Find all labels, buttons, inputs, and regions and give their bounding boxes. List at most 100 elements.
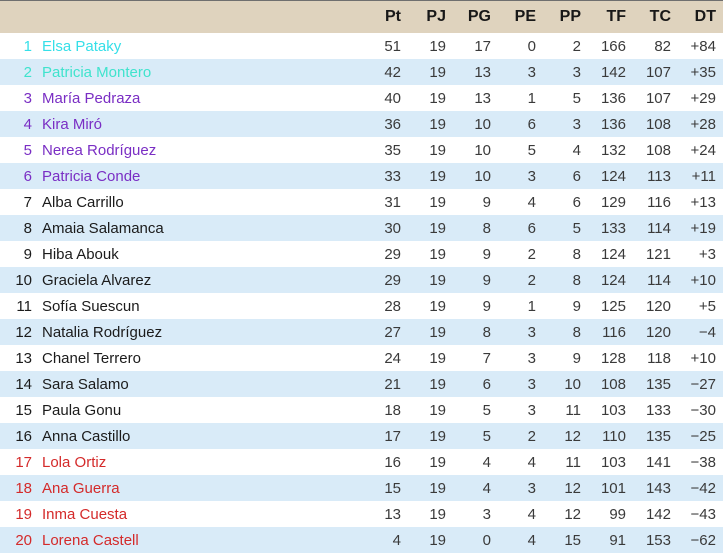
player-name: Graciela Alvarez [42,271,152,289]
stat-pp: 3 [572,115,581,133]
stat-pt: 4 [392,531,401,549]
stat-pe: 3 [527,323,536,341]
stat-pe: 3 [527,349,536,367]
stat-pj: 19 [429,141,446,159]
stat-tc: 135 [645,375,671,393]
rank-number: 16 [15,427,32,445]
stat-pp: 10 [564,375,581,393]
player-name: Chanel Terrero [42,349,141,367]
table-row: 17 Lola Ortiz 16 19 4 4 11 103 141 −38 [0,449,723,475]
player-name: Ana Guerra [42,479,120,497]
stat-dt: +11 [691,167,716,185]
player-name: Elsa Pataky [42,37,122,55]
stat-pt: 29 [384,271,401,289]
table-row: 1 Elsa Pataky 51 19 17 0 2 166 82 +84 [0,33,723,59]
stat-pp: 11 [565,453,581,471]
table-row: 8 Amaia Salamanca 30 19 8 6 5 133 114 +19 [0,215,723,241]
stat-tc: 120 [645,323,671,341]
stat-pt: 27 [384,323,401,341]
rank-number: 18 [15,479,32,497]
stat-pp: 3 [572,63,581,81]
stat-pt: 30 [384,219,401,237]
stat-pt: 21 [384,375,401,393]
stat-tf: 103 [600,401,626,419]
stat-pg: 10 [474,167,491,185]
player-name: Kira Miró [42,115,103,133]
stat-pg: 4 [482,479,491,497]
stat-pp: 2 [572,37,581,55]
table-header: Pt PJ PG PE PP TF TC DT [0,0,723,33]
stat-pg: 5 [482,427,491,445]
stat-pt: 24 [384,349,401,367]
stat-pg: 9 [482,245,491,263]
stat-tc: 121 [645,245,671,263]
stat-pe: 0 [527,37,536,55]
stat-pe: 2 [527,427,536,445]
stat-pj: 19 [429,505,446,523]
stat-tc: 141 [645,453,671,471]
table-row: 10 Graciela Alvarez 29 19 9 2 8 124 114 +10 [0,267,723,293]
stat-pt: 42 [384,63,401,81]
stat-pj: 19 [429,63,446,81]
stat-pt: 17 [384,427,401,445]
column-header-dt: DT [694,8,716,25]
stat-pg: 9 [482,193,491,211]
stat-tf: 129 [600,193,626,211]
stat-pp: 12 [564,427,581,445]
stat-tc: 133 [645,401,671,419]
stat-dt: +13 [690,193,716,211]
stat-pe: 6 [527,115,536,133]
stat-pe: 3 [527,167,536,185]
stat-dt: +24 [690,141,716,159]
stat-pg: 4 [482,453,491,471]
stat-pt: 33 [384,167,401,185]
stat-pp: 15 [564,531,581,549]
stat-pe: 2 [527,245,536,263]
table-row: 4 Kira Miró 36 19 10 6 3 136 108 +28 [0,111,723,137]
stat-pp: 9 [572,349,581,367]
stat-tf: 99 [609,505,626,523]
player-name: Lorena Castell [42,531,139,549]
stat-pg: 7 [482,349,491,367]
stat-pg: 9 [482,271,491,289]
stat-dt: +35 [690,63,716,81]
rank-number: 3 [23,89,32,107]
stat-pj: 19 [429,453,446,471]
rank-number: 9 [23,245,32,263]
stat-pt: 51 [384,37,401,55]
stat-pg: 8 [482,323,491,341]
table-row: 11 Sofía Suescun 28 19 9 1 9 125 120 +5 [0,293,723,319]
stat-tf: 110 [602,427,626,445]
stat-pj: 19 [429,427,446,445]
player-name: Paula Gonu [42,401,122,419]
table-row: 2 Patricia Montero 42 19 13 3 3 142 107 +35 [0,59,723,85]
stat-pp: 6 [572,167,581,185]
player-name: Alba Carrillo [42,193,124,211]
stat-pg: 8 [482,219,491,237]
stat-tf: 136 [600,115,626,133]
table-row: 3 María Pedraza 40 19 13 1 5 136 107 +29 [0,85,723,111]
stat-tc: 118 [647,349,671,367]
stat-pg: 17 [474,37,491,55]
stat-pj: 19 [429,219,446,237]
rank-number: 10 [15,271,32,289]
player-name: Natalia Rodríguez [42,323,163,341]
stat-pt: 40 [384,89,401,107]
stat-tf: 116 [602,323,626,341]
stat-dt: −38 [690,453,716,471]
rank-number: 17 [15,453,32,471]
stat-tf: 166 [600,37,626,55]
stat-pt: 31 [384,193,401,211]
table-row: 12 Natalia Rodríguez 27 19 8 3 8 116 120 −4 [0,319,723,345]
stat-pp: 8 [572,271,581,289]
stat-pe: 1 [527,297,536,315]
rank-number: 1 [23,37,32,55]
stat-dt: +10 [690,349,716,367]
player-name: Patricia Conde [42,167,141,185]
stat-pt: 15 [384,479,401,497]
table-row: 6 Patricia Conde 33 19 10 3 6 124 113 +11 [0,163,723,189]
rank-number: 15 [15,401,32,419]
stat-tf: 133 [600,219,626,237]
stat-dt: −25 [690,427,716,445]
stat-pe: 4 [527,453,536,471]
